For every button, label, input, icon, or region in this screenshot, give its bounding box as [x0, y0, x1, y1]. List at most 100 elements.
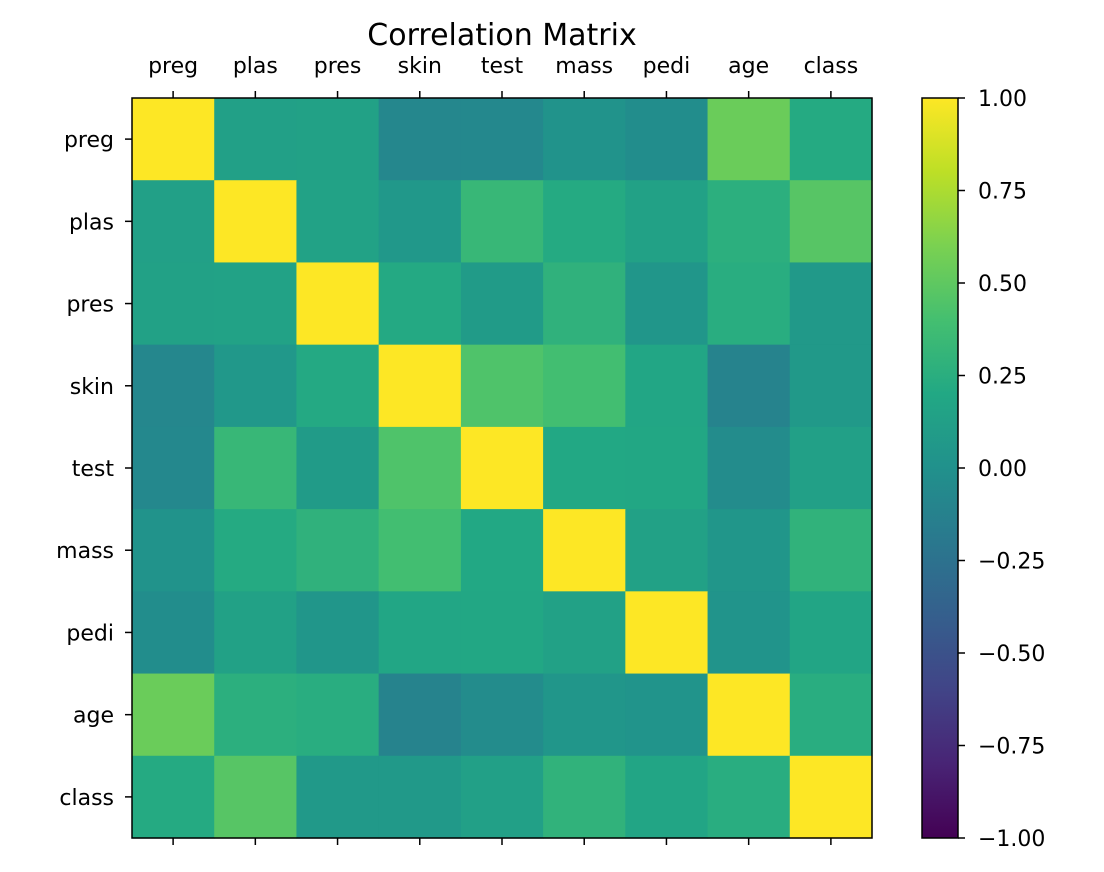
heatmap-cell-mass-test — [460, 509, 544, 592]
heatmap-cell-plas-test — [460, 180, 544, 264]
heatmap-cell-test-pedi — [625, 426, 709, 510]
heatmap-cell-preg-test — [460, 98, 544, 181]
y-tick-label: plas — [69, 210, 114, 235]
y-tick-label: skin — [70, 375, 114, 400]
heatmap-cell-pres-skin — [378, 262, 462, 346]
heatmap-cell-class-class — [789, 755, 873, 839]
heatmap-cell-age-pedi — [625, 673, 709, 757]
y-tick-label: class — [59, 786, 114, 811]
heatmap-cell-preg-plas — [214, 98, 298, 181]
colorbar-tick-label: −1.00 — [978, 827, 1045, 852]
heatmap-cell-preg-skin — [378, 98, 462, 181]
heatmap-cell-plas-age — [707, 180, 791, 264]
x-tick-label: plas — [233, 54, 278, 79]
x-tick-label: test — [481, 54, 524, 79]
heatmap-cell-preg-mass — [543, 98, 626, 181]
heatmap-cell-mass-class — [789, 509, 873, 592]
heatmap-cell-pres-plas — [214, 262, 298, 346]
heatmap-cell-skin-pedi — [625, 344, 709, 428]
heatmap-cell-pedi-mass — [543, 591, 626, 675]
heatmap-cell-skin-test — [460, 344, 544, 428]
heatmap-cell-mass-pres — [296, 509, 380, 592]
colorbar-tick-label: −0.25 — [978, 550, 1045, 575]
heatmap-cell-pedi-pedi — [625, 591, 709, 675]
heatmap-cell-age-test — [460, 673, 544, 757]
x-tick-label: class — [804, 54, 859, 79]
heatmap-cell-class-pedi — [625, 755, 709, 839]
heatmap-cell-mass-mass — [543, 509, 626, 592]
heatmap-cell-pres-preg — [132, 262, 215, 346]
y-tick-label: preg — [64, 128, 114, 153]
y-tick-label: pres — [66, 293, 114, 318]
heatmap-cell-age-preg — [132, 673, 215, 757]
heatmap-cell-pedi-age — [707, 591, 791, 675]
y-tick-label: age — [73, 704, 114, 729]
heatmap-cell-test-mass — [543, 426, 626, 510]
heatmap-cell-plas-pres — [296, 180, 380, 264]
heatmap-cell-test-test — [460, 426, 544, 510]
heatmap-cell-age-mass — [543, 673, 626, 757]
heatmap-cell-mass-age — [707, 509, 791, 592]
heatmap-cells — [132, 98, 873, 839]
heatmap-cell-class-mass — [543, 755, 626, 839]
heatmap-cell-test-age — [707, 426, 791, 510]
y-tick-label: mass — [56, 539, 114, 564]
heatmap-cell-pedi-skin — [378, 591, 462, 675]
heatmap-cell-preg-pres — [296, 98, 380, 181]
heatmap-cell-class-test — [460, 755, 544, 839]
heatmap-cell-pedi-test — [460, 591, 544, 675]
heatmap-cell-skin-class — [789, 344, 873, 428]
heatmap-cell-mass-plas — [214, 509, 298, 592]
x-tick-label: age — [728, 54, 769, 79]
colorbar-tick-label: −0.50 — [978, 642, 1045, 667]
heatmap-cell-mass-skin — [378, 509, 462, 592]
heatmap-cell-skin-mass — [543, 344, 626, 428]
heatmap-cell-pedi-pres — [296, 591, 380, 675]
heatmap-cell-test-pres — [296, 426, 380, 510]
x-tick-label: mass — [555, 54, 613, 79]
x-tick-label: skin — [398, 54, 442, 79]
heatmap-cell-pedi-class — [789, 591, 873, 675]
heatmap-cell-pres-age — [707, 262, 791, 346]
heatmap-cell-mass-preg — [132, 509, 215, 592]
heatmap-cell-age-pres — [296, 673, 380, 757]
colorbar-tick-label: −0.75 — [978, 735, 1045, 760]
heatmap-cell-class-preg — [132, 755, 215, 839]
heatmap-cell-mass-pedi — [625, 509, 709, 592]
heatmap-cell-age-age — [707, 673, 791, 757]
heatmap-cell-plas-preg — [132, 180, 215, 264]
heatmap-cell-preg-pedi — [625, 98, 709, 181]
x-tick-label: pres — [314, 54, 362, 79]
heatmap-cell-age-plas — [214, 673, 298, 757]
heatmap-cell-class-pres — [296, 755, 380, 839]
heatmap-cell-plas-mass — [543, 180, 626, 264]
heatmap-cell-class-skin — [378, 755, 462, 839]
colorbar-tick-label: 1.00 — [978, 87, 1027, 112]
heatmap-cell-preg-age — [707, 98, 791, 181]
heatmap-cell-class-plas — [214, 755, 298, 839]
heatmap-cell-preg-class — [789, 98, 873, 181]
heatmap-cell-test-preg — [132, 426, 215, 510]
heatmap-axes: preg preg plas plas pres pres skin skin test test… — [56, 54, 873, 845]
y-tick-label: test — [72, 457, 115, 482]
heatmap-cell-age-skin — [378, 673, 462, 757]
colorbar-tick-label: 0.00 — [978, 457, 1027, 482]
heatmap-cell-plas-class — [789, 180, 873, 264]
heatmap-cell-plas-pedi — [625, 180, 709, 264]
heatmap-cell-skin-age — [707, 344, 791, 428]
heatmap-cell-skin-skin — [378, 344, 462, 428]
heatmap-cell-skin-pres — [296, 344, 380, 428]
heatmap-cell-plas-skin — [378, 180, 462, 264]
heatmap-cell-age-class — [789, 673, 873, 757]
heatmap-cell-class-age — [707, 755, 791, 839]
heatmap-cell-pres-class — [789, 262, 873, 346]
colorbar: 1.00 0.75 0.50 0.25 0.00 −0.25 −0.50 −0.75 −1.00 — [921, 87, 1045, 852]
heatmap-cell-test-class — [789, 426, 873, 510]
heatmap-cell-preg-preg — [132, 98, 215, 181]
colorbar-tick-label: 0.75 — [978, 180, 1027, 205]
heatmap-cell-skin-plas — [214, 344, 298, 428]
heatmap-cell-pedi-preg — [132, 591, 215, 675]
x-tick-label: preg — [148, 54, 198, 79]
heatmap-cell-pedi-plas — [214, 591, 298, 675]
